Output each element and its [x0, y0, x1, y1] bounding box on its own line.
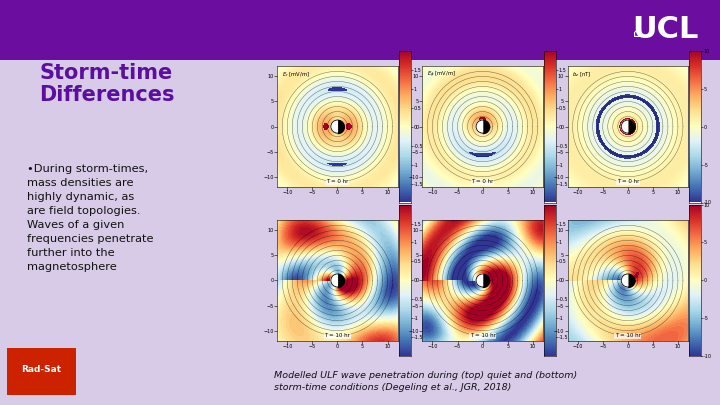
Text: Storm-time
Differences: Storm-time Differences — [40, 63, 175, 105]
Bar — [0, 0, 720, 60]
Text: •During storm-times,
mass densities are
highly dynamic, as
are field topologies.: •During storm-times, mass densities are … — [27, 164, 154, 272]
Text: T = 0 hr: T = 0 hr — [472, 179, 494, 184]
Text: Rad-Sat: Rad-Sat — [22, 365, 61, 374]
Polygon shape — [621, 120, 628, 133]
Bar — [7, 348, 76, 374]
Text: T = 10 hr: T = 10 hr — [615, 333, 641, 338]
Text: Modelled ULF wave penetration during (top) quiet and (bottom)
storm-time conditi: Modelled ULF wave penetration during (to… — [274, 371, 577, 392]
Polygon shape — [621, 274, 628, 287]
Text: T = 0 hr: T = 0 hr — [326, 179, 348, 184]
Polygon shape — [476, 120, 482, 133]
Polygon shape — [331, 274, 338, 287]
Polygon shape — [476, 274, 482, 287]
Text: $E_r$ [mV/m]: $E_r$ [mV/m] — [282, 70, 310, 79]
Polygon shape — [331, 120, 338, 133]
Text: T = 10 hr: T = 10 hr — [325, 333, 351, 338]
Text: UCL: UCL — [632, 15, 698, 45]
Text: $b_z$ [nT]: $b_z$ [nT] — [572, 70, 592, 79]
Text: $E_\phi$ [mV/m]: $E_\phi$ [mV/m] — [427, 70, 456, 80]
Text: ⌂: ⌂ — [633, 26, 642, 40]
Bar — [7, 374, 76, 395]
Text: T = 0 hr: T = 0 hr — [616, 179, 639, 184]
Text: T = 10 hr: T = 10 hr — [469, 333, 495, 338]
